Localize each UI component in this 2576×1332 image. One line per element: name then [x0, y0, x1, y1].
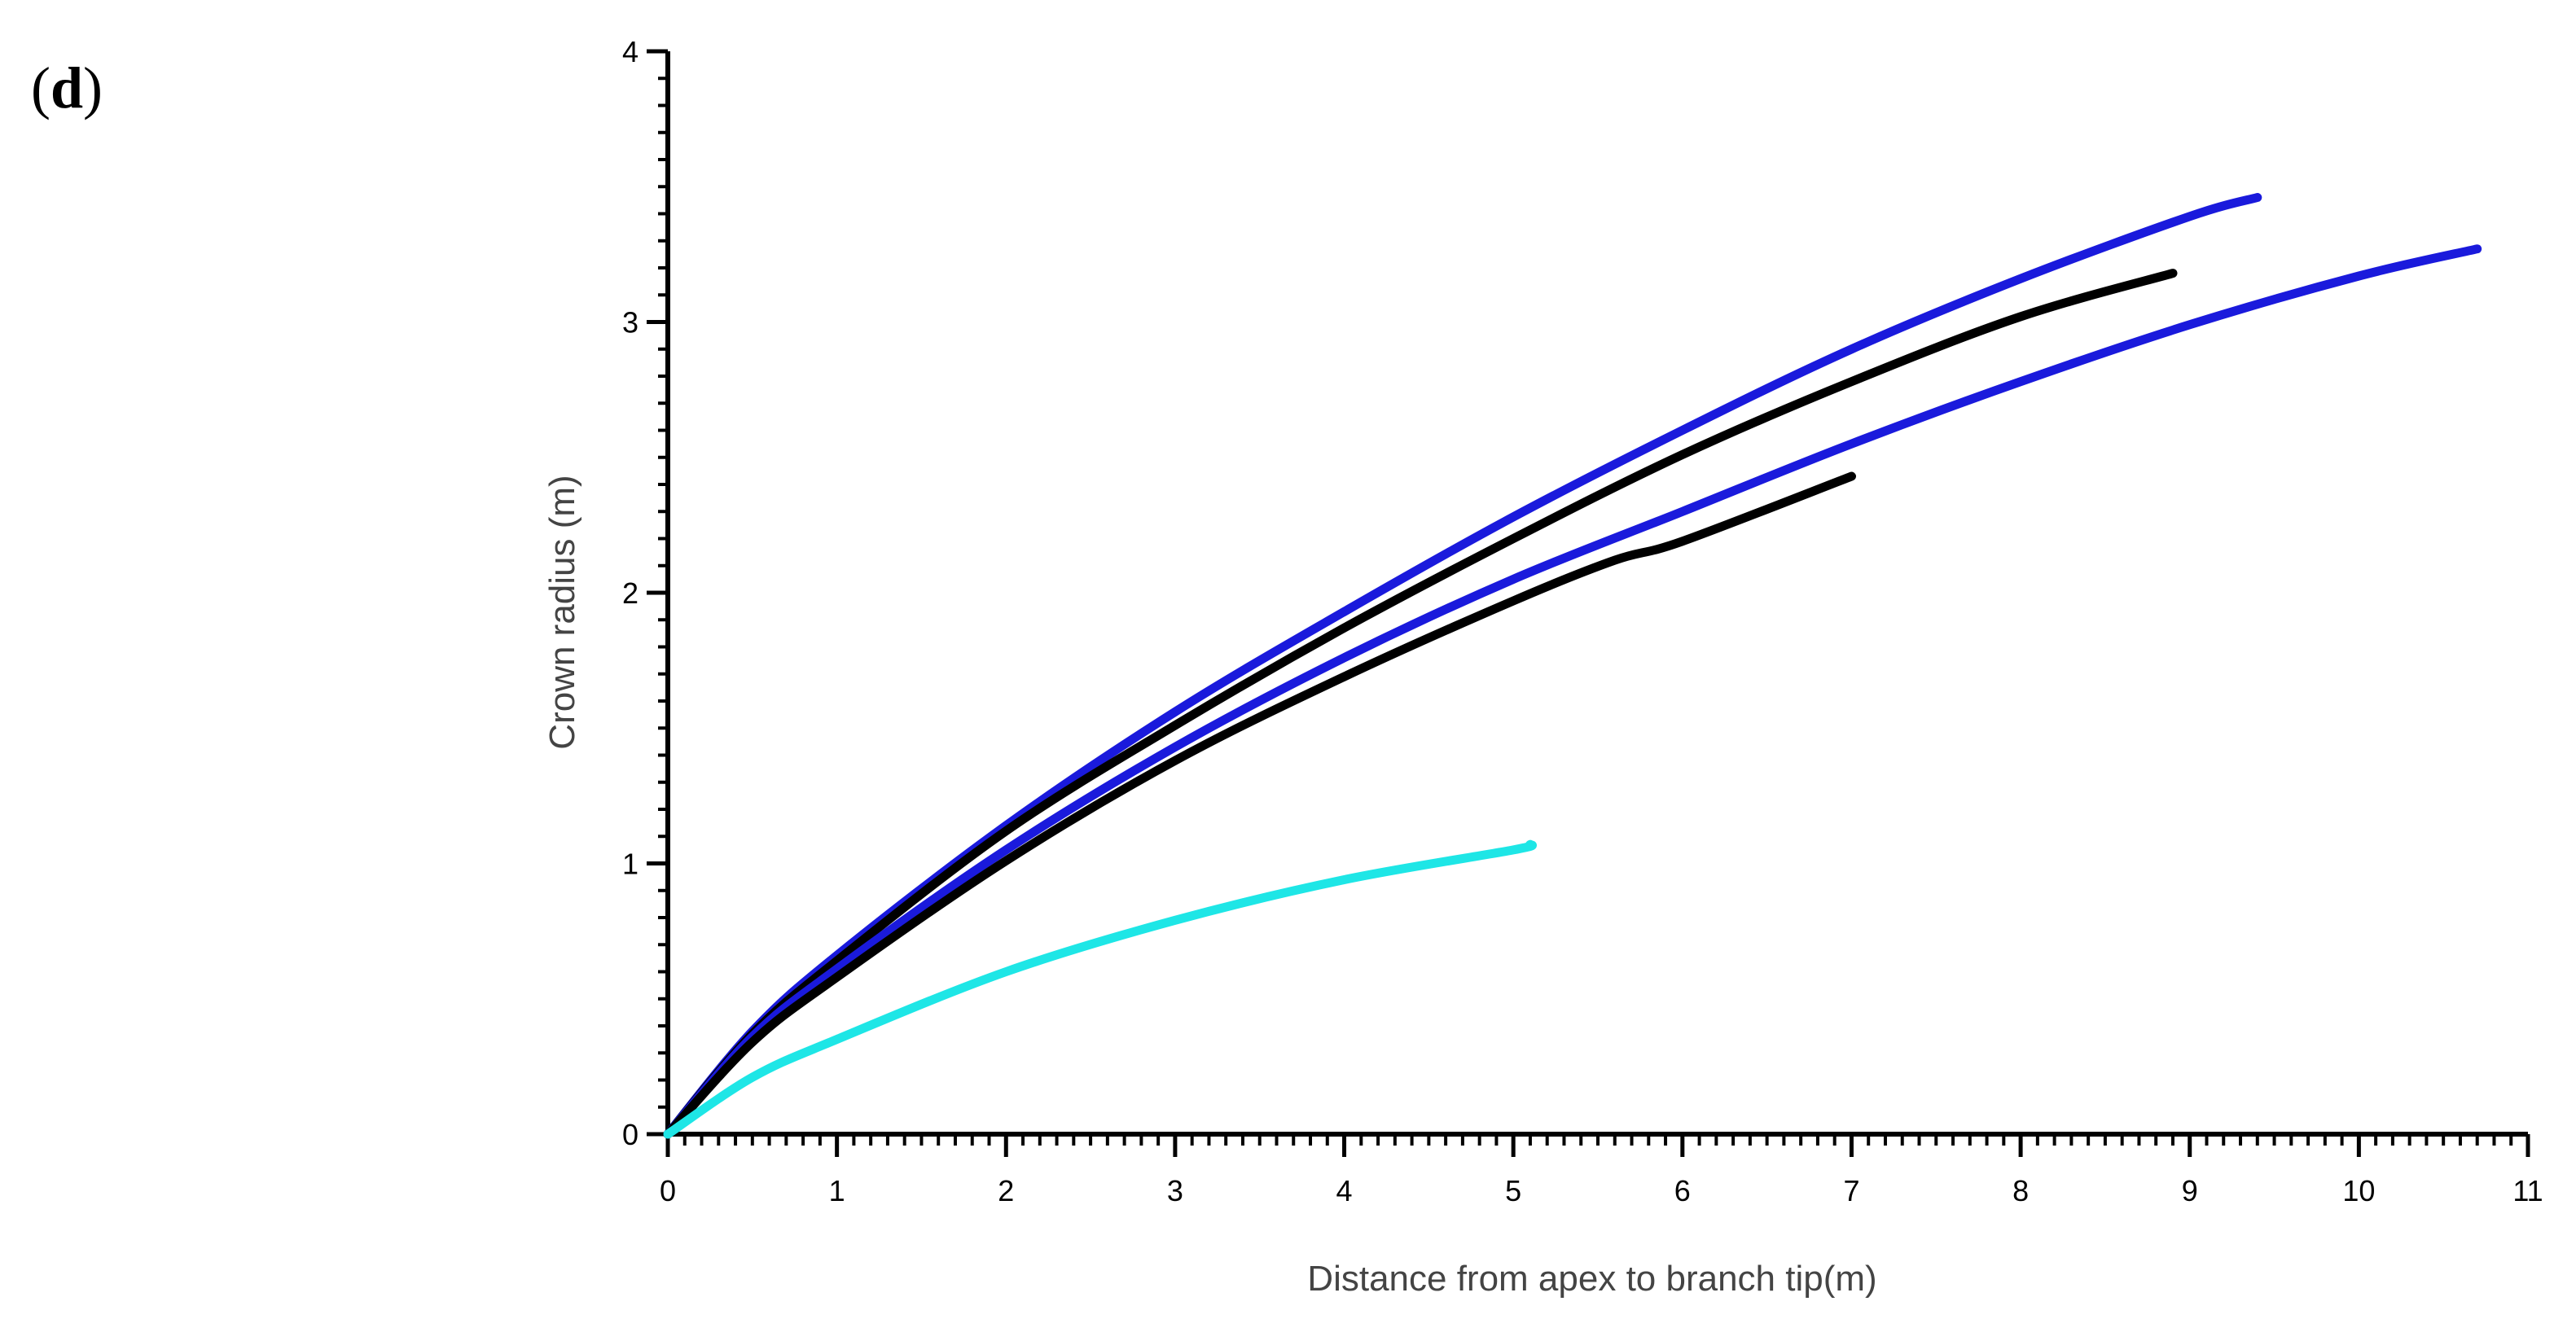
panel-label-letter: d: [50, 55, 84, 120]
y-axis-title: Crown radius (m): [542, 475, 582, 749]
x-tick-label: 9: [2182, 1174, 2198, 1207]
x-axis: 0 1 2 3 4 5 6 7 8 9 10 11: [660, 1132, 2543, 1207]
series-line-1: [663, 193, 2262, 1139]
series-layer: [663, 193, 2482, 1139]
x-tick-label: 5: [1505, 1174, 1521, 1207]
x-tick-label: 8: [2012, 1174, 2029, 1207]
y-tick-label: 3: [622, 306, 639, 340]
x-tick-label: 10: [2342, 1174, 2375, 1207]
x-tick-label: 11: [2512, 1174, 2543, 1207]
x-tick-label: 6: [1674, 1174, 1691, 1207]
y-tick-label: 0: [622, 1118, 639, 1151]
y-axis: 0 1 2 3 4: [622, 35, 670, 1151]
y-tick-label: 4: [622, 35, 639, 68]
series-line-5: [663, 839, 1538, 1139]
series-line-2: [663, 269, 2178, 1139]
x-tick-label: 7: [1843, 1174, 1859, 1207]
x-axis-title: Distance from apex to branch tip(m): [1307, 1259, 1876, 1299]
panel-label-open: (: [31, 55, 50, 120]
x-tick-label: 3: [1167, 1174, 1183, 1207]
x-tick-label: 2: [998, 1174, 1014, 1207]
panel-label-close: ): [83, 55, 103, 120]
x-tick-label: 4: [1336, 1174, 1353, 1207]
y-tick-label: 2: [622, 576, 639, 610]
series-line-3: [663, 244, 2482, 1139]
x-tick-label: 0: [660, 1174, 676, 1207]
series-line-4: [663, 471, 1856, 1139]
y-tick-label: 1: [622, 848, 639, 881]
panel-label: (d): [31, 59, 103, 117]
x-tick-label: 1: [829, 1174, 845, 1207]
